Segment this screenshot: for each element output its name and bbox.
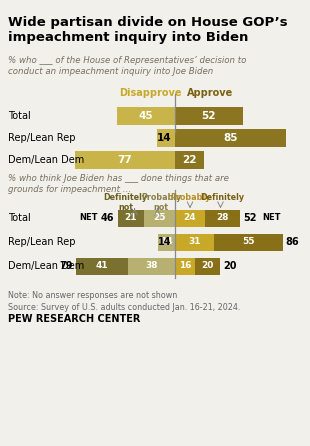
Text: Definitely: Definitely bbox=[201, 193, 245, 202]
Text: Total: Total bbox=[8, 111, 31, 121]
Text: Approve: Approve bbox=[187, 88, 233, 98]
Text: Definitely
not: Definitely not bbox=[104, 193, 148, 212]
Text: 25: 25 bbox=[153, 214, 166, 223]
Bar bbox=[76, 257, 127, 274]
Text: Wide partisan divide on House GOP’s
impeachment inquiry into Biden: Wide partisan divide on House GOP’s impe… bbox=[8, 16, 288, 44]
Text: Probably
not: Probably not bbox=[141, 193, 182, 212]
Text: 85: 85 bbox=[223, 133, 237, 143]
Bar bbox=[175, 257, 195, 274]
Text: NET: NET bbox=[262, 214, 281, 223]
Bar bbox=[157, 234, 175, 251]
Text: 38: 38 bbox=[145, 261, 157, 271]
Bar bbox=[127, 257, 175, 274]
Bar bbox=[214, 234, 282, 251]
Bar bbox=[175, 234, 214, 251]
Text: 14: 14 bbox=[156, 133, 171, 143]
Bar bbox=[175, 151, 204, 169]
Text: Disapprove: Disapprove bbox=[119, 88, 181, 98]
Text: 55: 55 bbox=[242, 238, 255, 247]
Text: % who think Joe Biden has ___ done things that are
grounds for impeachment …: % who think Joe Biden has ___ done thing… bbox=[8, 174, 229, 194]
Text: 28: 28 bbox=[216, 214, 229, 223]
Text: % who ___ of the House of Representatives’ decision to
conduct an impeachment in: % who ___ of the House of Representative… bbox=[8, 56, 246, 76]
Text: Probably: Probably bbox=[170, 193, 210, 202]
Text: 14: 14 bbox=[157, 237, 171, 247]
Text: 77: 77 bbox=[117, 155, 132, 165]
Text: 45: 45 bbox=[139, 111, 153, 121]
Text: 16: 16 bbox=[179, 261, 191, 271]
Text: 21: 21 bbox=[124, 214, 137, 223]
Text: 86: 86 bbox=[286, 237, 299, 247]
Text: Rep/Lean Rep: Rep/Lean Rep bbox=[8, 133, 76, 143]
Bar bbox=[117, 107, 175, 125]
Text: 22: 22 bbox=[182, 155, 197, 165]
Bar bbox=[117, 210, 144, 227]
Text: 79: 79 bbox=[60, 261, 73, 271]
Text: 20: 20 bbox=[201, 261, 214, 271]
Bar bbox=[157, 129, 175, 147]
Bar bbox=[144, 210, 175, 227]
Text: 52: 52 bbox=[202, 111, 216, 121]
Text: Total: Total bbox=[8, 213, 31, 223]
Text: 14: 14 bbox=[160, 238, 173, 247]
Bar bbox=[205, 210, 240, 227]
Text: 52: 52 bbox=[243, 213, 256, 223]
Bar bbox=[175, 129, 286, 147]
Text: Dem/Lean Dem: Dem/Lean Dem bbox=[8, 155, 84, 165]
Text: 46: 46 bbox=[101, 213, 114, 223]
Text: Dem/Lean Dem: Dem/Lean Dem bbox=[8, 261, 84, 271]
Text: Note: No answer responses are not shown
Source: Survey of U.S. adults conducted : Note: No answer responses are not shown … bbox=[8, 291, 240, 312]
Text: 31: 31 bbox=[188, 238, 201, 247]
Text: 20: 20 bbox=[223, 261, 237, 271]
Text: Rep/Lean Rep: Rep/Lean Rep bbox=[8, 237, 76, 247]
Bar bbox=[175, 210, 205, 227]
Text: PEW RESEARCH CENTER: PEW RESEARCH CENTER bbox=[8, 314, 140, 324]
Text: 41: 41 bbox=[95, 261, 108, 271]
Bar bbox=[175, 107, 243, 125]
Text: 24: 24 bbox=[184, 214, 196, 223]
Text: NET: NET bbox=[79, 214, 98, 223]
Bar bbox=[75, 151, 175, 169]
Bar bbox=[195, 257, 220, 274]
